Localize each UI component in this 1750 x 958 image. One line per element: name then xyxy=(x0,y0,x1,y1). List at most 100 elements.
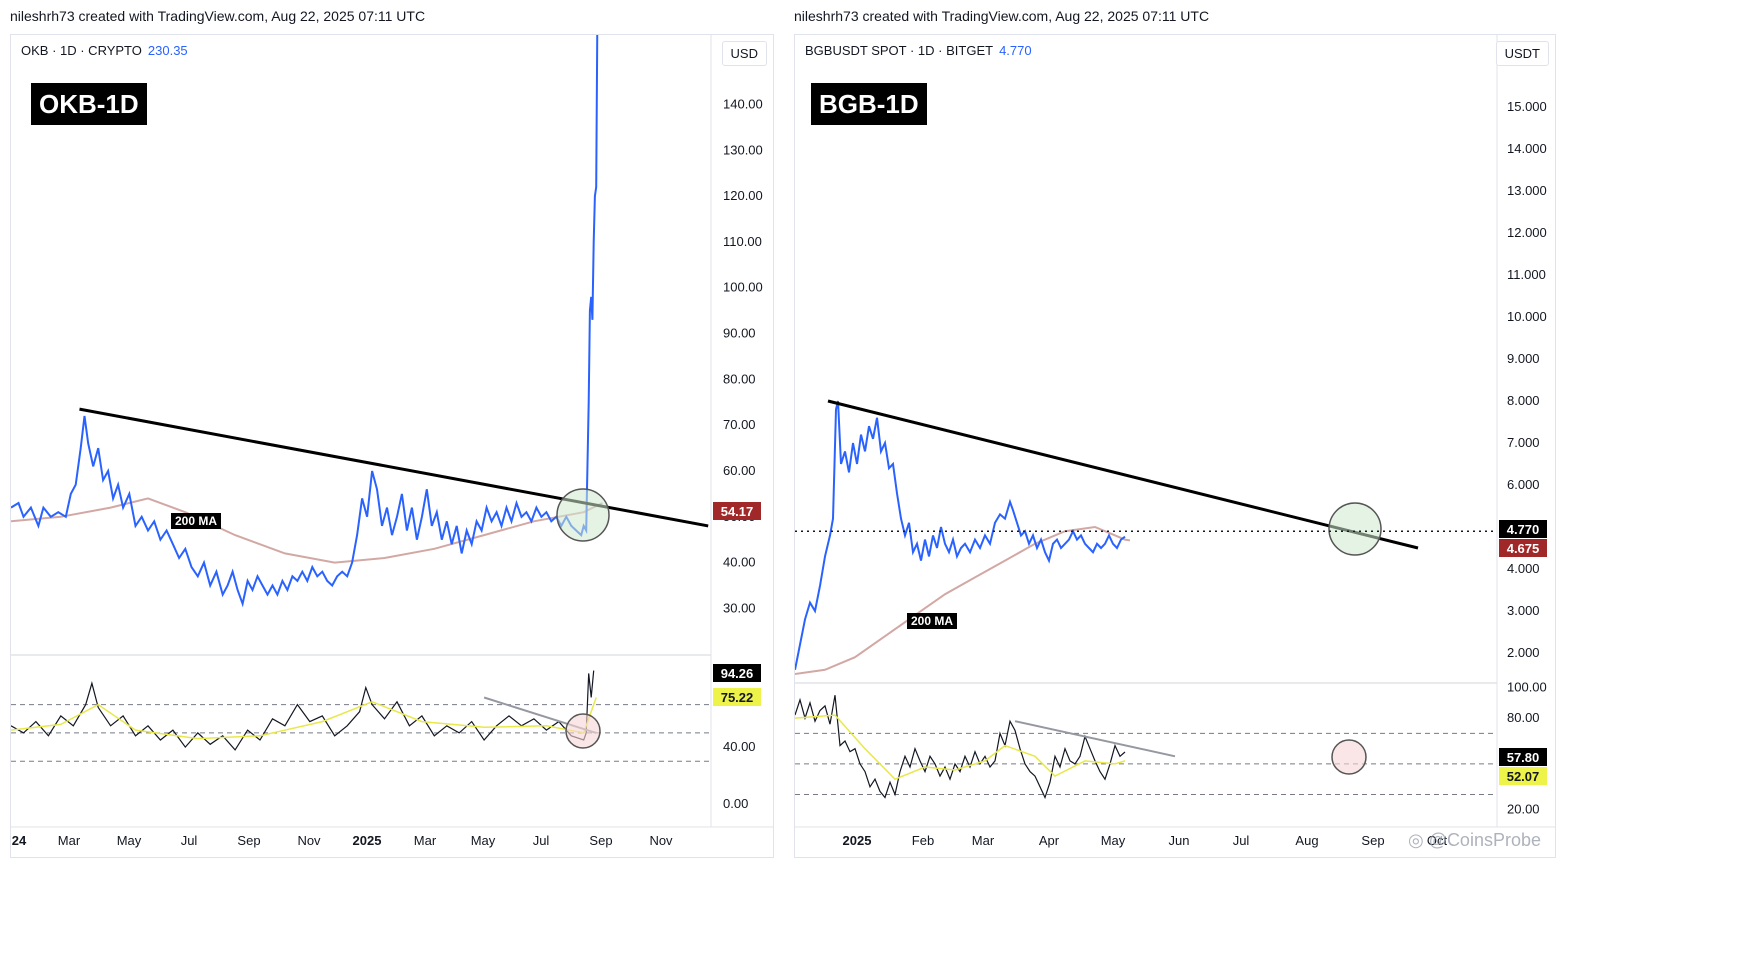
time-tick-label: Sep xyxy=(1361,833,1384,848)
time-tick-label: May xyxy=(471,833,496,848)
price-tick-label: 60.00 xyxy=(723,463,756,478)
time-tick-label: Feb xyxy=(912,833,934,848)
time-tick-label: 24 xyxy=(12,833,27,848)
price-tick-label: 15.000 xyxy=(1507,99,1547,114)
price-tick-label: 3.000 xyxy=(1507,603,1540,618)
time-tick-label: Mar xyxy=(414,833,437,848)
price-tick-label: 100.00 xyxy=(723,280,763,295)
price-tick-label: 30.00 xyxy=(723,600,756,615)
axis-value-badge xyxy=(713,664,761,682)
bgb-price: 4.770 xyxy=(999,43,1032,58)
time-tick-label: Oct xyxy=(1427,833,1448,848)
axis-value-badge xyxy=(1499,767,1547,785)
price-tick-label: 14.000 xyxy=(1507,141,1547,156)
bgb-badge: BGB-1D xyxy=(811,83,927,125)
price-tick-label: 140.00 xyxy=(723,97,763,112)
price-tick-label: 9.000 xyxy=(1507,351,1540,366)
axis-value-label: 94.26 xyxy=(721,666,754,681)
okb-price: 230.35 xyxy=(147,43,188,58)
axis-value-badge xyxy=(1499,748,1547,766)
price-tick-label: 80.00 xyxy=(723,371,756,386)
time-tick-label: 2025 xyxy=(353,833,382,848)
okb-chart-panel[interactable]: 140.00 130.00 120.00 110.00 100.00 90.00 80.00… xyxy=(10,34,774,858)
axis-value-label: 75.22 xyxy=(721,690,754,705)
coinsprobe-watermark: ◎ @CoinsProbe xyxy=(1407,830,1541,850)
axis-value-label: 4.770 xyxy=(1507,522,1540,537)
time-tick-label: Jul xyxy=(533,833,550,848)
ma-200-line xyxy=(11,497,603,564)
price-tick-label: 110.00 xyxy=(723,234,762,249)
time-tick-label: Jul xyxy=(1233,833,1250,848)
rsi-tick-label: 80.00 xyxy=(1507,710,1540,725)
time-tick-label: Mar xyxy=(58,833,81,848)
axis-value-label: 54.17 xyxy=(721,504,754,519)
axis-value-badge xyxy=(1499,520,1547,538)
price-tick-label: 4.000 xyxy=(1507,561,1540,576)
watermark-text: CoinsProbe xyxy=(1446,830,1541,850)
time-tick-label: May xyxy=(117,833,142,848)
price-tick-label: 7.000 xyxy=(1507,435,1540,450)
bgb-currency-button[interactable]: USDT xyxy=(1495,41,1549,66)
time-tick-label: Jun xyxy=(1169,833,1190,848)
time-tick-label: Nov xyxy=(649,833,673,848)
rsi-trendline xyxy=(1014,720,1176,758)
price-tick-label: 13.000 xyxy=(1507,183,1547,198)
bgb-chart-panel[interactable]: 15.000 14.000 13.000 12.000 11.000 10.000 9.00… xyxy=(794,34,1556,858)
price-tick-label: 40.00 xyxy=(723,555,756,570)
breakout-circle xyxy=(1328,502,1382,556)
okb-badge: OKB-1D xyxy=(31,83,147,125)
rsi-circle xyxy=(1331,739,1367,775)
ma-label: 200 MA xyxy=(175,514,217,528)
bgb-ticker: BGBUSDT SPOT · 1D · BITGET 4.770 xyxy=(805,43,1032,58)
price-line xyxy=(11,35,599,608)
axis-value-badge xyxy=(1499,539,1547,557)
rsi-line xyxy=(795,695,1126,800)
rsi-tick-label: 0.00 xyxy=(723,796,748,811)
okb-chart-svg: 140.00 130.00 120.00 110.00 100.00 90.00 80.00… xyxy=(11,35,773,848)
ma-200-line xyxy=(795,525,1131,675)
time-tick-label: Nov xyxy=(297,833,321,848)
price-tick-label: 10.000 xyxy=(1507,309,1547,324)
axis-value-label: 57.80 xyxy=(1507,750,1540,765)
price-tick-label: 6.000 xyxy=(1507,477,1540,492)
time-tick-label: Jul xyxy=(181,833,198,848)
axis-value-label: 52.07 xyxy=(1507,769,1540,784)
price-line xyxy=(795,400,1126,670)
okb-ticker: OKB · 1D · CRYPTO 230.35 xyxy=(21,43,188,58)
okb-currency-button[interactable]: USD xyxy=(721,41,767,66)
bgb-chart-svg: 15.000 14.000 13.000 12.000 11.000 10.000 9.00… xyxy=(795,35,1555,848)
price-tick-label: 120.00 xyxy=(723,188,763,203)
price-tick-label: 70.00 xyxy=(723,417,756,432)
rsi-tick-label: 20.00 xyxy=(1507,802,1540,817)
price-tick-label: 8.000 xyxy=(1507,393,1540,408)
descending-trendline xyxy=(827,399,1419,550)
time-tick-label: Sep xyxy=(237,833,260,848)
rsi-circle xyxy=(565,713,601,749)
ma-label: 200 MA xyxy=(911,614,953,628)
breakout-circle xyxy=(556,488,610,542)
rsi-ma-line xyxy=(795,714,1126,781)
rsi-tick-label: 40.00 xyxy=(723,739,756,754)
ma-label-bg xyxy=(907,613,957,629)
ma-label-bg xyxy=(171,513,221,529)
left-header: nileshrh73 created with TradingView.com,… xyxy=(10,8,426,24)
time-tick-label: Aug xyxy=(1295,833,1318,848)
axis-value-label: 4.675 xyxy=(1507,541,1540,556)
price-tick-label: 12.000 xyxy=(1507,225,1547,240)
rsi-ma-line xyxy=(11,697,597,740)
rsi-line xyxy=(11,670,595,751)
time-tick-label: Apr xyxy=(1039,833,1060,848)
price-tick-label: 11.000 xyxy=(1507,267,1546,282)
price-tick-label: 130.00 xyxy=(723,142,763,157)
axis-value-badge xyxy=(713,688,761,706)
axis-value-badge xyxy=(713,502,761,520)
time-tick-label: 2025 xyxy=(843,833,872,848)
price-tick-label: 2.000 xyxy=(1507,645,1540,660)
rsi-tick-label: 100.00 xyxy=(1507,680,1547,695)
price-tick-label: 90.00 xyxy=(723,326,756,341)
bgb-symbol: BGBUSDT SPOT · 1D · BITGET xyxy=(805,43,994,58)
time-tick-label: Sep xyxy=(589,833,612,848)
right-header: nileshrh73 created with TradingView.com,… xyxy=(794,8,1210,24)
time-tick-label: May xyxy=(1101,833,1126,848)
okb-symbol: OKB · 1D · CRYPTO xyxy=(21,43,142,58)
